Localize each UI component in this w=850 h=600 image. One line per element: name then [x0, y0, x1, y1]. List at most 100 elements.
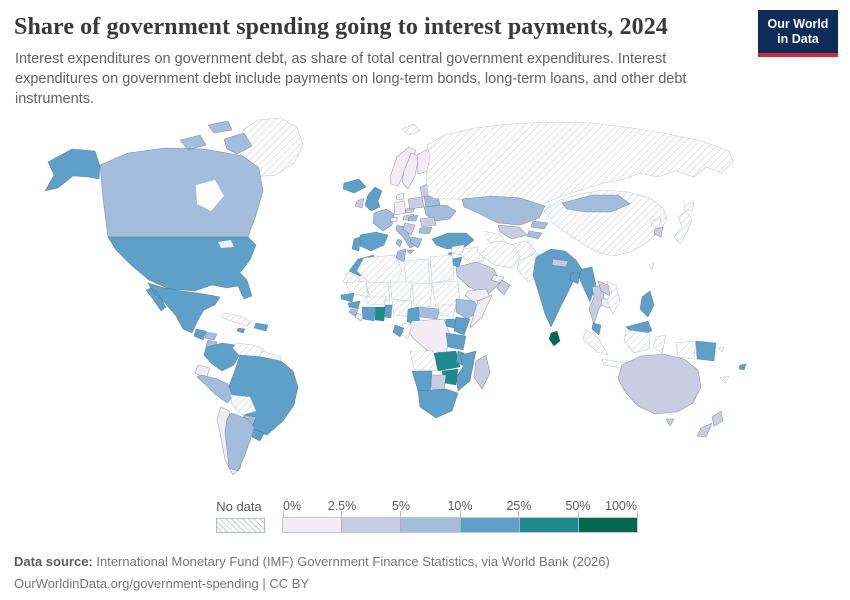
country-sweden[interactable]: Sweden: [401, 152, 420, 190]
country-svalbard[interactable]: Svalbard: [401, 123, 421, 136]
legend-bin-25pct-50pct[interactable]: [518, 518, 578, 532]
data-source-label: Data source:: [14, 554, 93, 569]
country-liberia[interactable]: Liberia: [354, 312, 365, 322]
country-new-zealand[interactable]: New Zealand: [696, 410, 724, 438]
country-cuba[interactable]: Cuba: [220, 312, 252, 327]
legend-tick-100pct: 100%: [605, 499, 637, 513]
country-madagascar[interactable]: Madagascar: [473, 354, 491, 390]
country-egypt[interactable]: Egypt: [429, 254, 455, 284]
country-drc[interactable]: Democratic Republic of Congo: [406, 318, 451, 354]
country-ivory-coast[interactable]: Cote d'Ivoire: [361, 306, 377, 322]
legend-bin-0pct-2.5pct[interactable]: [283, 518, 342, 532]
country-bangladesh[interactable]: Bangladesh: [569, 272, 581, 285]
country-peru[interactable]: Peru: [196, 374, 235, 404]
country-south-sudan[interactable]: South Sudan: [437, 304, 457, 318]
country-oman[interactable]: Oman: [496, 279, 511, 296]
country-nepal[interactable]: Nepal: [551, 258, 569, 268]
country-myanmar[interactable]: Myanmar: [578, 266, 597, 303]
legend-tickmark: [341, 511, 343, 518]
country-fiji[interactable]: Fiji: [738, 363, 747, 371]
country-spain[interactable]: Spain: [359, 231, 389, 252]
country-colombia[interactable]: Colombia: [203, 342, 241, 372]
legend-tick-25pct: 25%: [506, 499, 532, 513]
country-jamaica[interactable]: Jamaica: [236, 327, 246, 334]
country-india[interactable]: India: [532, 248, 584, 328]
no-data-swatch[interactable]: [216, 518, 265, 533]
country-denmark[interactable]: Denmark: [395, 192, 405, 201]
country-saudi-arabia[interactable]: Saudi Arabia: [455, 261, 501, 296]
country-burkina-faso[interactable]: Burkina Faso: [365, 296, 387, 306]
country-png[interactable]: Papua New Guinea: [695, 340, 717, 362]
country-new-caledonia[interactable]: New Caledonia: [719, 375, 730, 384]
country-chad[interactable]: Chad: [411, 282, 433, 308]
country-senegal[interactable]: Senegal: [340, 292, 355, 303]
country-jordan[interactable]: Jordan: [451, 256, 463, 268]
country-bulgaria[interactable]: Bulgaria: [418, 226, 433, 235]
chart-subtitle: Interest expenditures on government debt…: [15, 51, 687, 107]
country-honduras[interactable]: Honduras: [204, 331, 218, 341]
country-sierra-leone[interactable]: Sierra Leone: [348, 308, 359, 317]
country-mozambique[interactable]: Mozambique: [455, 350, 477, 392]
data-source-text: International Monetary Fund (IMF) Govern…: [96, 554, 610, 569]
country-car[interactable]: Central African Republic: [417, 306, 441, 320]
country-iceland[interactable]: Iceland: [342, 178, 367, 194]
country-balkans[interactable]: Western Balkans: [402, 222, 416, 236]
legend-bin-5pct-10pct[interactable]: [400, 518, 460, 532]
country-togo-benin[interactable]: Togo and Benin: [383, 304, 393, 319]
country-brazil[interactable]: Brazil: [228, 354, 299, 436]
legend-tickmark: [282, 511, 284, 518]
legend-color-scale: [282, 517, 638, 533]
country-canada[interactable]: Canada: [99, 120, 264, 238]
country-portugal[interactable]: Portugal: [351, 236, 361, 252]
country-guinea[interactable]: Guinea: [347, 300, 361, 310]
country-germany[interactable]: Germany: [393, 200, 407, 216]
country-taiwan[interactable]: Taiwan: [648, 262, 655, 271]
country-kazakhstan[interactable]: Kazakhstan: [461, 195, 546, 226]
country-vietnam[interactable]: Vietnam: [605, 280, 621, 315]
country-usa[interactable]: United States: [44, 148, 257, 300]
country-tajikistan[interactable]: Tajikistan: [526, 230, 543, 240]
owid-logo[interactable]: Our World in Data: [758, 10, 838, 57]
country-zambia[interactable]: Zambia: [433, 350, 461, 372]
country-romania[interactable]: Romania: [419, 216, 437, 228]
country-ghana[interactable]: Ghana: [374, 306, 386, 322]
country-south-africa[interactable]: South Africa: [417, 388, 459, 419]
chart-header: Share of government spending going to in…: [0, 0, 850, 109]
country-argentina[interactable]: Argentina: [224, 412, 255, 472]
country-france[interactable]: France: [372, 208, 395, 232]
country-uruguay[interactable]: Uruguay: [251, 428, 265, 442]
country-ireland[interactable]: Ireland: [354, 197, 365, 209]
country-iran[interactable]: Iran: [476, 240, 521, 269]
country-uk[interactable]: United Kingdom: [364, 186, 383, 212]
country-botswana[interactable]: Botswana: [429, 374, 447, 392]
country-poland[interactable]: Poland: [407, 196, 425, 210]
country-bolivia[interactable]: Bolivia: [230, 394, 257, 416]
country-greece[interactable]: Greece: [409, 236, 423, 249]
legend-bin-50pct-100pct[interactable]: [577, 518, 638, 532]
country-mongolia[interactable]: Mongolia: [561, 194, 631, 213]
country-sri-lanka[interactable]: Sri Lanka: [548, 330, 561, 347]
country-mexico[interactable]: Mexico: [145, 282, 221, 334]
country-mali[interactable]: Mali: [365, 281, 391, 302]
country-guatemala[interactable]: Guatemala: [193, 328, 207, 341]
country-kenya[interactable]: Kenya: [453, 316, 471, 336]
country-australia[interactable]: Australia: [617, 353, 702, 427]
water-overlays: [196, 180, 488, 251]
country-tanzania[interactable]: Tanzania: [445, 332, 467, 351]
country-somalia[interactable]: Somalia: [469, 294, 493, 329]
country-kyrgyzstan[interactable]: Kyrgyzstan: [530, 220, 549, 230]
country-hungary[interactable]: Hungary: [407, 214, 419, 222]
country-gabon[interactable]: Gabon: [392, 324, 405, 338]
country-japan[interactable]: Japan: [673, 201, 695, 245]
legend-bin-10pct-25pct[interactable]: [459, 518, 519, 532]
country-south-korea[interactable]: South Korea: [653, 226, 664, 238]
legend-bin-2.5pct-5pct[interactable]: [341, 518, 401, 532]
country-solomon-islands[interactable]: Solomon Islands: [717, 346, 725, 353]
country-philippines[interactable]: Philippines: [639, 290, 655, 318]
country-angola[interactable]: Angola: [409, 350, 439, 372]
legend-tickmark: [518, 511, 520, 518]
country-switzerland[interactable]: Switzerland: [389, 216, 399, 223]
country-uzbekistan[interactable]: Uzbekistan: [497, 224, 528, 240]
country-dominican-republic[interactable]: Dominican Republic: [253, 322, 269, 332]
country-niger[interactable]: Niger: [389, 281, 413, 302]
